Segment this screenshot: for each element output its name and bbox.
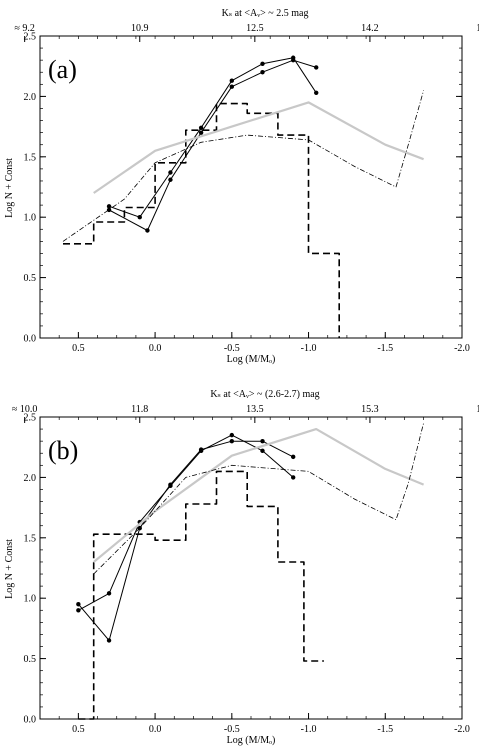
series-line-dashed-step	[63, 102, 341, 338]
data-point	[106, 638, 112, 643]
x-tick-label: 0.0	[149, 724, 162, 735]
data-point	[229, 84, 235, 89]
top-axis-title: Kₛ at <Aᵥ> ~ 2.5 mag	[222, 8, 309, 19]
data-point	[291, 454, 296, 460]
data-point	[260, 438, 265, 444]
series-line-gray-solid	[93, 101, 424, 194]
data-point	[106, 591, 112, 596]
top-tick-label: 13.5	[246, 404, 264, 415]
y-tick-label: 2.0	[24, 92, 37, 103]
x-axis-title: Log (M/Mₒ)	[227, 354, 276, 365]
y-tick-label: 2.5	[24, 413, 37, 424]
data-point	[168, 170, 173, 175]
data-point	[137, 215, 142, 220]
data-point	[168, 482, 173, 487]
series-line-gray-solid	[92, 428, 425, 563]
x-tick-label: -1.5	[377, 343, 393, 354]
top-tick-label: ≈ 9.2	[14, 23, 35, 34]
data-point	[106, 204, 112, 209]
data-point	[198, 130, 204, 135]
y-axis-title: Log N + Const	[4, 539, 15, 599]
data-point	[291, 57, 296, 63]
panel-label: (b)	[48, 436, 78, 465]
data-point	[314, 90, 319, 95]
data-point	[260, 448, 265, 454]
x-tick-label: 0.0	[149, 343, 162, 354]
data-point	[229, 438, 235, 444]
y-tick-label: 0.5	[24, 273, 37, 284]
x-tick-label: -0.5	[224, 724, 240, 735]
y-tick-label: 2.5	[24, 32, 37, 43]
top-axis-title: Kₛ at <Aᵥ> ~ (2.6-2.7) mag	[210, 389, 319, 400]
data-point	[198, 447, 204, 452]
data-point	[145, 228, 150, 233]
data-point	[168, 177, 173, 182]
series-line-solid-circle	[78, 440, 294, 641]
y-tick-label: 0.5	[24, 654, 37, 665]
top-tick-label: 10.9	[131, 23, 149, 34]
y-tick-label: 0.0	[24, 715, 37, 726]
x-tick-label: -0.5	[224, 343, 240, 354]
series-line-dash-dot	[62, 90, 424, 242]
data-point	[229, 432, 235, 438]
x-tick-label: -1.0	[301, 724, 317, 735]
panel-b: Kₛ at <Aᵥ> ~ (2.6-2.7) mag (b) Log (M/Mₒ…	[4, 389, 479, 746]
plot-frame	[39, 416, 463, 720]
y-tick-label: 1.0	[24, 594, 37, 605]
top-tick-label: 15.3	[361, 404, 379, 415]
series-line-dashed-step	[78, 470, 324, 720]
x-tick-label: -1.0	[301, 343, 317, 354]
data-point	[229, 78, 235, 83]
top-tick-label: ≈ 10.0	[12, 404, 38, 415]
y-tick-label: 1.5	[24, 152, 37, 163]
series-line-solid-circle	[78, 434, 294, 611]
y-axis-title: Log N + Const	[4, 158, 15, 218]
y-tick-label: 1.0	[24, 213, 37, 224]
data-point	[198, 125, 204, 131]
x-tick-label: 0.5	[72, 343, 85, 354]
x-tick-label: -1.5	[377, 724, 393, 735]
top-tick-label: 11.8	[131, 404, 148, 415]
data-point	[76, 608, 81, 613]
data-point	[291, 475, 296, 480]
top-tick-label: 12.5	[246, 23, 264, 34]
data-point	[260, 61, 265, 66]
data-point	[260, 70, 265, 75]
series-line-solid-circle	[108, 57, 317, 218]
top-tick-label: 14.2	[361, 23, 379, 34]
x-tick-label: -2.0	[454, 724, 470, 735]
data-point	[76, 602, 81, 607]
y-tick-label: 2.0	[24, 473, 37, 484]
y-tick-label: 1.5	[24, 533, 37, 544]
x-tick-label: 0.5	[72, 724, 85, 735]
series-line-dash-dot	[93, 422, 424, 575]
top-tick-label: 17.0	[476, 404, 479, 415]
y-tick-label: 0.0	[24, 334, 37, 345]
x-tick-label: -2.0	[454, 343, 470, 354]
series-line-solid-circle	[108, 59, 317, 231]
panel-a: Kₛ at <Aᵥ> ~ 2.5 mag (a) Log (M/Mₒ) Log …	[4, 8, 479, 365]
top-tick-label: 15.8	[476, 23, 479, 34]
panel-label: (a)	[48, 55, 77, 84]
x-axis-title: Log (M/Mₒ)	[227, 735, 276, 746]
data-point	[314, 65, 319, 70]
